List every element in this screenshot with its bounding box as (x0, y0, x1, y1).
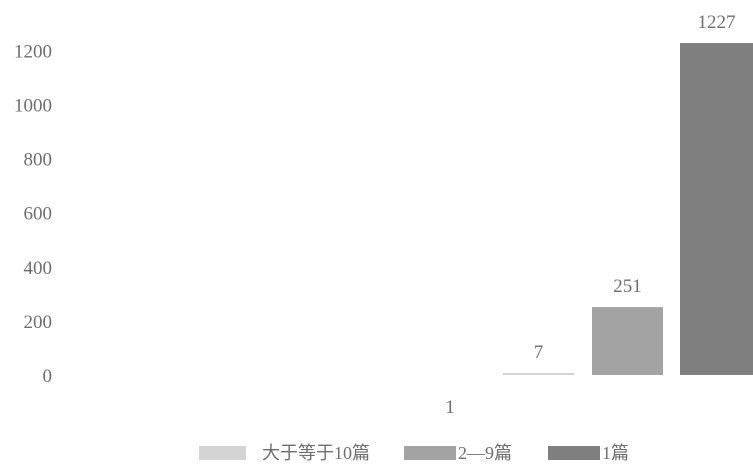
legend: 大于等于10篇 2—9篇 1篇 (199, 443, 629, 463)
bar-2 (592, 307, 663, 375)
x-category-label: 1 (445, 397, 455, 418)
y-tick-label: 600 (24, 204, 53, 225)
y-tick-label: 0 (43, 366, 53, 387)
bar-value-label: 251 (613, 276, 642, 297)
bar-value-label: 7 (534, 342, 544, 363)
y-axis: 0 200 400 600 800 1000 1200 (14, 41, 52, 387)
data-labels: 7 251 1227 (534, 12, 736, 363)
y-tick-label: 1000 (14, 95, 52, 116)
legend-label: 大于等于10篇 (262, 443, 370, 463)
y-tick-label: 400 (24, 258, 53, 279)
x-axis: 1 (445, 397, 455, 418)
bars (503, 43, 753, 375)
legend-label: 2—9篇 (458, 443, 512, 463)
y-tick-label: 1200 (14, 41, 52, 62)
legend-swatch (404, 446, 456, 460)
legend-label: 1篇 (602, 443, 629, 463)
bar-value-label: 1227 (698, 12, 736, 33)
y-tick-label: 200 (24, 312, 53, 333)
legend-swatch (548, 446, 600, 460)
bar-1 (503, 373, 574, 375)
bar-3 (680, 43, 753, 375)
legend-swatch (199, 446, 246, 460)
y-tick-label: 800 (24, 150, 53, 171)
